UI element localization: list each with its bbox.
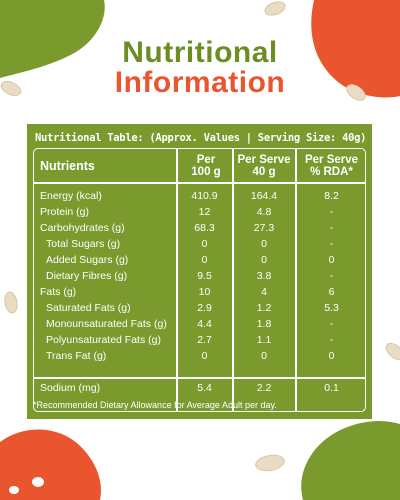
table-row: Added Sugars (g) 0 0 0 xyxy=(34,252,365,268)
header-per-serve: Per Serve 40 g xyxy=(237,154,291,178)
column-divider xyxy=(232,149,234,411)
value-rda: 0.1 xyxy=(324,382,339,394)
oat-flake-icon xyxy=(262,0,288,19)
table-row: Monounsaturated Fats (g) 4.4 1.8 - xyxy=(34,316,365,332)
value-rda: 5.3 xyxy=(324,302,339,314)
nutrition-table: Nutrients Per 100 g Per Serve 40 g Per Ser… xyxy=(33,148,366,412)
value-per-100g: 9.5 xyxy=(197,270,212,282)
value-per-serve: 0 xyxy=(261,254,267,266)
nutrient-name: Carbohydrates (g) xyxy=(40,222,125,234)
green-blob-top-left xyxy=(0,0,105,78)
value-per-100g: 68.3 xyxy=(194,222,215,234)
value-per-serve: 4 xyxy=(261,286,267,298)
value-per-serve: 0 xyxy=(261,238,267,250)
value-rda: - xyxy=(329,270,334,282)
footnote: *Recommended Dietary Allowance for Avera… xyxy=(33,400,277,410)
nutrient-name: Protein (g) xyxy=(40,206,90,218)
value-per-100g: 0 xyxy=(201,350,208,362)
nutrient-name: Energy (kcal) xyxy=(40,190,102,202)
value-per-100g: 2.9 xyxy=(197,302,212,314)
value-per-serve: 27.3 xyxy=(253,222,275,234)
orange-blob-top-right xyxy=(311,0,400,98)
value-per-100g: 4.4 xyxy=(197,318,212,330)
table-row: Carbohydrates (g) 68.3 27.3 - xyxy=(34,220,365,236)
nutrient-name: Added Sugars (g) xyxy=(46,254,129,266)
nutrient-name: Monounsaturated Fats (g) xyxy=(46,318,167,330)
column-divider xyxy=(295,149,297,411)
value-per-serve: 1.8 xyxy=(256,318,272,330)
page-title-line1: Nutritional xyxy=(122,36,278,69)
orange-blob-bottom-left xyxy=(0,429,102,500)
nutrient-name: Total Sugars (g) xyxy=(46,238,121,250)
table-row: Sodium (mg) 5.4 2.2 0.1 xyxy=(34,380,365,396)
nutrient-name: Fats (g) xyxy=(40,286,77,298)
value-rda: 6 xyxy=(328,286,335,298)
header-rda: Per Serve% RDA* xyxy=(304,154,359,178)
column-divider xyxy=(176,149,178,411)
value-rda: - xyxy=(329,222,334,234)
value-per-serve: 1.1 xyxy=(256,334,272,346)
oat-flake-icon xyxy=(382,339,400,364)
value-per-100g: 5.4 xyxy=(197,382,212,394)
value-per-100g: 12 xyxy=(198,206,211,218)
value-rda: - xyxy=(329,318,334,330)
table-row: Fats (g) 10 4 6 xyxy=(34,284,365,300)
value-rda: 0 xyxy=(328,254,335,266)
value-per-serve: 4.8 xyxy=(256,206,272,218)
table-row: Energy (kcal) 410.9 164.4 8.2 xyxy=(34,188,365,204)
value-per-100g: 2.7 xyxy=(197,334,212,346)
value-rda: 0 xyxy=(328,350,335,362)
value-rda: - xyxy=(329,334,334,346)
value-per-100g: 410.9 xyxy=(191,190,218,202)
table-row: Total Sugars (g) 0 0 - xyxy=(34,236,365,252)
value-per-serve: 0 xyxy=(261,350,267,362)
nutrient-name: Saturated Fats (g) xyxy=(46,302,131,314)
nutrient-name: Trans Fat (g) xyxy=(46,350,107,362)
value-per-100g: 10 xyxy=(198,286,211,298)
value-per-serve: 1.2 xyxy=(256,302,272,314)
nutrition-card: Nutritional Table: (Approx. Values | Ser… xyxy=(27,124,372,419)
table-caption: Nutritional Table: (Approx. Values | Ser… xyxy=(35,132,367,144)
page-title-line2: Information xyxy=(114,66,286,99)
value-per-100g: 0 xyxy=(201,254,208,266)
nutrient-name: Dietary Fibres (g) xyxy=(46,270,128,282)
value-per-serve: 164.4 xyxy=(250,190,278,202)
header-divider xyxy=(34,182,365,184)
table-row: Dietary Fibres (g) 9.5 3.8 - xyxy=(34,268,365,284)
value-per-100g: 0 xyxy=(201,238,208,250)
value-rda: 8.2 xyxy=(324,190,339,202)
oat-flake-icon xyxy=(2,290,20,315)
row-divider xyxy=(34,377,365,379)
table-row: Trans Fat (g) 0 0 0 xyxy=(34,348,365,364)
header-nutrients: Nutrients xyxy=(40,159,95,173)
nutrient-name: Sodium (mg) xyxy=(40,382,101,394)
value-rda: - xyxy=(329,238,334,250)
table-row: Protein (g) 12 4.8 - xyxy=(34,204,365,220)
nutrient-name: Polyunsaturated Fats (g) xyxy=(46,334,161,346)
header-per-100g: Per 100 g xyxy=(191,154,221,178)
table-row: Polyunsaturated Fats (g) 2.7 1.1 - xyxy=(34,332,365,348)
value-per-serve: 2.2 xyxy=(256,382,272,394)
value-per-serve: 3.8 xyxy=(256,270,272,282)
value-rda: - xyxy=(329,206,334,218)
green-blob-bottom-right xyxy=(301,421,400,500)
table-row: Saturated Fats (g) 2.9 1.2 5.3 xyxy=(34,300,365,316)
